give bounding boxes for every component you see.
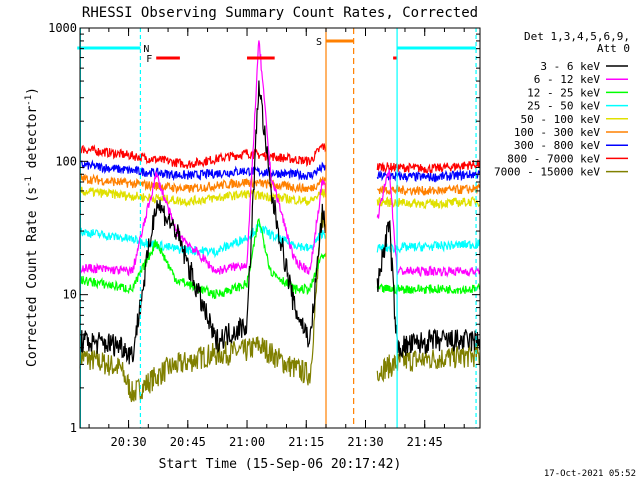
legend-label-6: 300 - 800 keV (514, 139, 600, 152)
footer-date: 17-Oct-2021 05:52 (544, 469, 636, 479)
flag-label-F: F (146, 54, 152, 65)
series-line-3 (79, 223, 481, 259)
legend-label-0: 3 - 6 keV (540, 60, 600, 73)
chart-title: RHESSI Observing Summary Count Rates, Co… (82, 5, 478, 21)
legend-label-1: 6 - 12 keV (534, 73, 601, 86)
series-line-6 (79, 159, 481, 183)
x-tick-label-1: 20:45 (170, 435, 206, 449)
legend-header-2: Att 0 (597, 42, 630, 55)
plot-area: NF S (77, 28, 481, 428)
series-line-2 (79, 217, 481, 299)
flag-label-S: S (316, 37, 322, 48)
x-tick-label-2: 21:00 (229, 435, 265, 449)
series-line-8 (79, 212, 481, 403)
legend-label-8: 7000 - 15000 keV (494, 166, 600, 179)
x-tick-label-3: 21:15 (288, 435, 324, 449)
series-line-4 (79, 186, 480, 210)
legend-label-5: 100 - 300 keV (514, 126, 600, 139)
legend-label-2: 12 - 25 keV (527, 86, 600, 99)
series-line-5 (79, 173, 481, 197)
legend-label-4: 50 - 100 keV (521, 113, 601, 126)
legend-label-3: 25 - 50 keV (527, 100, 600, 113)
y-tick-label-2: 100 (55, 154, 77, 168)
plot-frame (79, 27, 481, 429)
axes: 1 10 100 1000 20:30 20:45 21:00 21:15 21:30 21:45 (48, 21, 480, 449)
y-tick-label-3: 1000 (48, 21, 77, 35)
x-tick-label-5: 21:45 (407, 435, 443, 449)
x-tick-label-4: 21:30 (347, 435, 383, 449)
series-line-7 (79, 142, 481, 175)
series-line-1 (79, 40, 481, 278)
y-axis-label: Corrected Count Rate (s-1 detector-1) (24, 87, 40, 367)
legend-label-7: 800 - 7000 keV (507, 152, 600, 165)
y-tick-label-1: 10 (63, 288, 77, 302)
flag-label-N: N (143, 44, 149, 55)
legend-header-1: Det 1,3,4,5,6,9, (524, 30, 630, 43)
series-line-0 (79, 80, 481, 365)
x-axis-label: Start Time (15-Sep-06 20:17:42) (159, 457, 402, 472)
x-tick-label-0: 20:30 (111, 435, 147, 449)
y-tick-label-0: 1 (70, 421, 77, 435)
